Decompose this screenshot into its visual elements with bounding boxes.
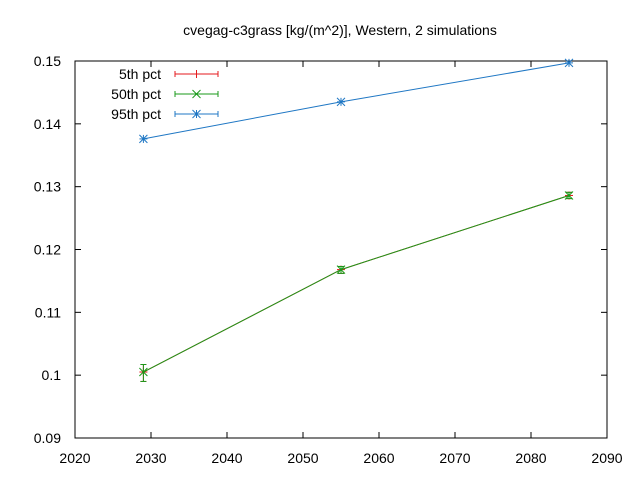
y-tick-label: 0.12: [34, 242, 61, 258]
series-2: [139, 58, 574, 144]
y-tick-label: 0.11: [35, 304, 61, 320]
y-tick-label: 0.1: [42, 367, 62, 383]
x-tick-label: 2030: [135, 450, 166, 466]
x-tick-label: 2080: [515, 450, 546, 466]
data-point: [336, 97, 346, 107]
legend-label: 95th pct: [111, 106, 161, 122]
series-line: [143, 194, 570, 373]
legend-marker: [192, 109, 201, 119]
series-line: [143, 194, 570, 373]
chart-title: cvegag-c3grass [kg/(m^2)], Western, 2 si…: [183, 22, 497, 38]
y-tick-label: 0.15: [34, 53, 61, 69]
x-tick-label: 2060: [363, 450, 394, 466]
legend-label: 5th pct: [119, 66, 161, 82]
series-layer: [139, 58, 574, 382]
legend-label: 50th pct: [111, 86, 161, 102]
legend-marker: [192, 89, 201, 99]
legend: 5th pct 50th pct 95th pct: [111, 66, 219, 122]
axes: 2020 2030 2040 2050 2060 2070 2080 2090 0.09 0.1 0…: [34, 53, 623, 466]
data-point: [336, 265, 346, 274]
x-tick-label: 2050: [287, 450, 318, 466]
y-tick-label: 0.14: [34, 116, 61, 132]
series-1: [139, 191, 574, 382]
data-point: [564, 191, 574, 200]
data-point: [139, 367, 148, 377]
x-tick-label: 2090: [591, 450, 622, 466]
x-tick-label: 2070: [439, 450, 470, 466]
series-0: [139, 191, 573, 382]
x-tick-label: 2020: [59, 450, 90, 466]
y-tick-label: 0.09: [34, 430, 61, 446]
y-tick-label: 0.13: [34, 179, 61, 195]
x-tick-label: 2040: [211, 450, 242, 466]
data-point: [564, 58, 574, 68]
data-point: [139, 134, 148, 144]
